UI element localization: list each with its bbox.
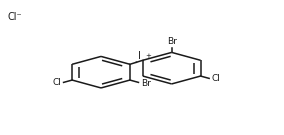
Text: I: I [138, 51, 141, 61]
Text: +: + [146, 53, 152, 59]
Text: Br: Br [167, 37, 177, 46]
Text: Cl⁻: Cl⁻ [8, 12, 22, 22]
Text: Cl: Cl [53, 78, 61, 87]
Text: Cl: Cl [211, 74, 220, 83]
Text: Br: Br [141, 79, 151, 88]
